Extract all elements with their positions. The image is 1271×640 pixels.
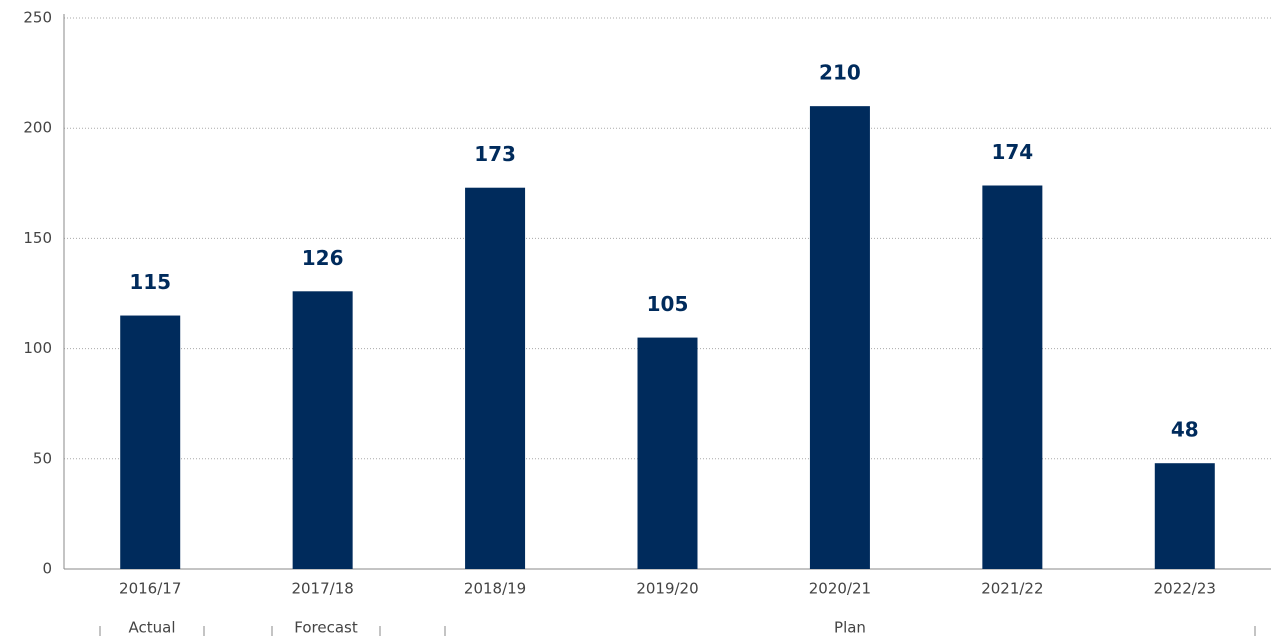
- bar: [292, 291, 353, 569]
- x-tick-label: 2018/19: [464, 580, 526, 598]
- bar: [1154, 463, 1215, 569]
- value-label: 174: [991, 140, 1033, 164]
- bar: [809, 106, 870, 569]
- x-tick-label: 2022/23: [1154, 580, 1216, 598]
- bar: [465, 187, 526, 569]
- y-tick-label: 0: [42, 560, 52, 578]
- bar: [982, 185, 1043, 569]
- y-tick-label: 100: [23, 339, 52, 357]
- group-label: Forecast: [294, 619, 358, 637]
- y-tick-label: 250: [23, 9, 52, 27]
- x-tick-label: 2019/20: [636, 580, 698, 598]
- y-tick-label: 50: [33, 449, 52, 467]
- value-label: 210: [819, 61, 861, 85]
- bar: [120, 315, 181, 569]
- y-tick-label: 150: [23, 229, 52, 247]
- value-label: 105: [647, 292, 689, 316]
- y-tick-label: 200: [23, 119, 52, 137]
- value-label: 48: [1171, 418, 1199, 442]
- x-tick-label: 2020/21: [809, 580, 871, 598]
- bar: [637, 337, 698, 569]
- x-tick-label: 2017/18: [291, 580, 353, 598]
- value-label: 115: [129, 270, 171, 294]
- value-label: 173: [474, 142, 516, 166]
- group-label: Plan: [834, 619, 866, 637]
- x-tick-label: 2021/22: [981, 580, 1043, 598]
- value-label: 126: [302, 246, 344, 270]
- x-tick-label: 2016/17: [119, 580, 181, 598]
- group-label: Actual: [129, 619, 176, 637]
